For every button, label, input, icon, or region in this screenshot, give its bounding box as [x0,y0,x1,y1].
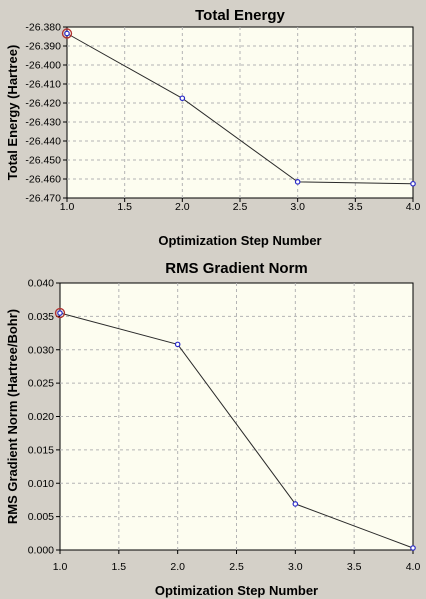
chart-2-y-tick-label: 0.040 [28,278,54,290]
chart-2-y-tick-label: 0.000 [28,545,54,557]
chart-1-x-tick-label: 1.5 [117,201,132,213]
chart-2-x-axis-label: Optimization Step Number [155,583,318,598]
chart-2-title: RMS Gradient Norm [165,260,308,277]
chart-2-y-tick-label: 0.030 [28,344,54,356]
chart-1-x-tick-label: 3.5 [348,201,363,213]
chart-1-y-tick-label: -26.380 [25,22,61,34]
chart-1-y-tick-label: -26.430 [25,117,61,129]
chart-2-x-tick-label: 2.0 [170,561,185,573]
chart-1-data-point[interactable] [294,179,301,185]
chart-2: RMS Gradient Norm 1.0 1.5 2.0 2.5 3.0 3.5 4.0 0.… [5,260,420,598]
chart-1-y-tick-label: -26.460 [25,174,61,186]
chart-2-x-tick-label: 3.0 [288,561,303,573]
chart-2-series-line [59,312,414,549]
chart-2-y-tick-label: 0.010 [28,478,54,490]
chart-2-x-tick-label: 2.5 [229,561,244,573]
chart-1-series-line [66,33,414,185]
chart-1-x-tick-label: 1.0 [60,201,75,213]
chart-1-x-tick-label: 2.0 [175,201,190,213]
chart-2-data-point[interactable] [410,545,416,551]
chart-1-y-tick-label: -26.440 [25,136,61,148]
chart-1-y-tick-label: -26.470 [25,193,61,205]
chart-1-x-tick-label: 4.0 [406,201,421,213]
chart-1-highlight-marker[interactable] [61,28,73,39]
chart-1-data-point[interactable] [64,30,70,37]
chart-2-highlight-marker[interactable] [54,307,66,319]
chart-2-x-tick-label: 1.5 [112,561,127,573]
chart-1-y-axis-label: Total Energy (Hartree) [5,45,20,181]
chart-2-y-tick-label: 0.025 [28,378,54,390]
chart-1-y-tick-label: -26.390 [25,41,61,53]
chart-2-y-tick-label: 0.020 [28,411,54,423]
chart-1-x-tick-label: 2.5 [233,201,248,213]
chart-1-x-tick-label: 3.0 [290,201,305,213]
chart-1-y-tick-label: -26.450 [25,155,61,167]
chart-2-data-point[interactable] [174,341,181,348]
chart-2-y-tick-label: 0.015 [28,444,54,456]
chart-2-data-point[interactable] [292,501,299,507]
chart-2-x-tick-label: 1.0 [53,561,68,573]
chart-2-y-axis-label: RMS Gradient Norm (Hartree/Bohr) [5,309,20,524]
chart-2-y-tick-label: 0.005 [28,511,54,523]
chart-1-y-tick-label: -26.420 [25,98,61,110]
chart-1-title: Total Energy [195,7,285,24]
chart-1-y-tick-label: -26.410 [25,79,61,91]
chart-1-x-axis-label: Optimization Step Number [158,233,321,248]
chart-2-x-tick-label: 3.5 [347,561,362,573]
chart-1: Total Energy 1.0 1.5 2.0 2.5 3.0 3.5 4.0 -26.380… [5,7,420,248]
chart-2-x-tick-label: 4.0 [406,561,421,573]
chart-2-y-tick-label: 0.035 [28,311,54,323]
chart-2-data-point[interactable] [57,310,63,316]
chart-1-data-point[interactable] [410,180,416,187]
chart-1-data-point[interactable] [179,95,186,102]
chart-1-y-tick-label: -26.400 [25,60,61,72]
